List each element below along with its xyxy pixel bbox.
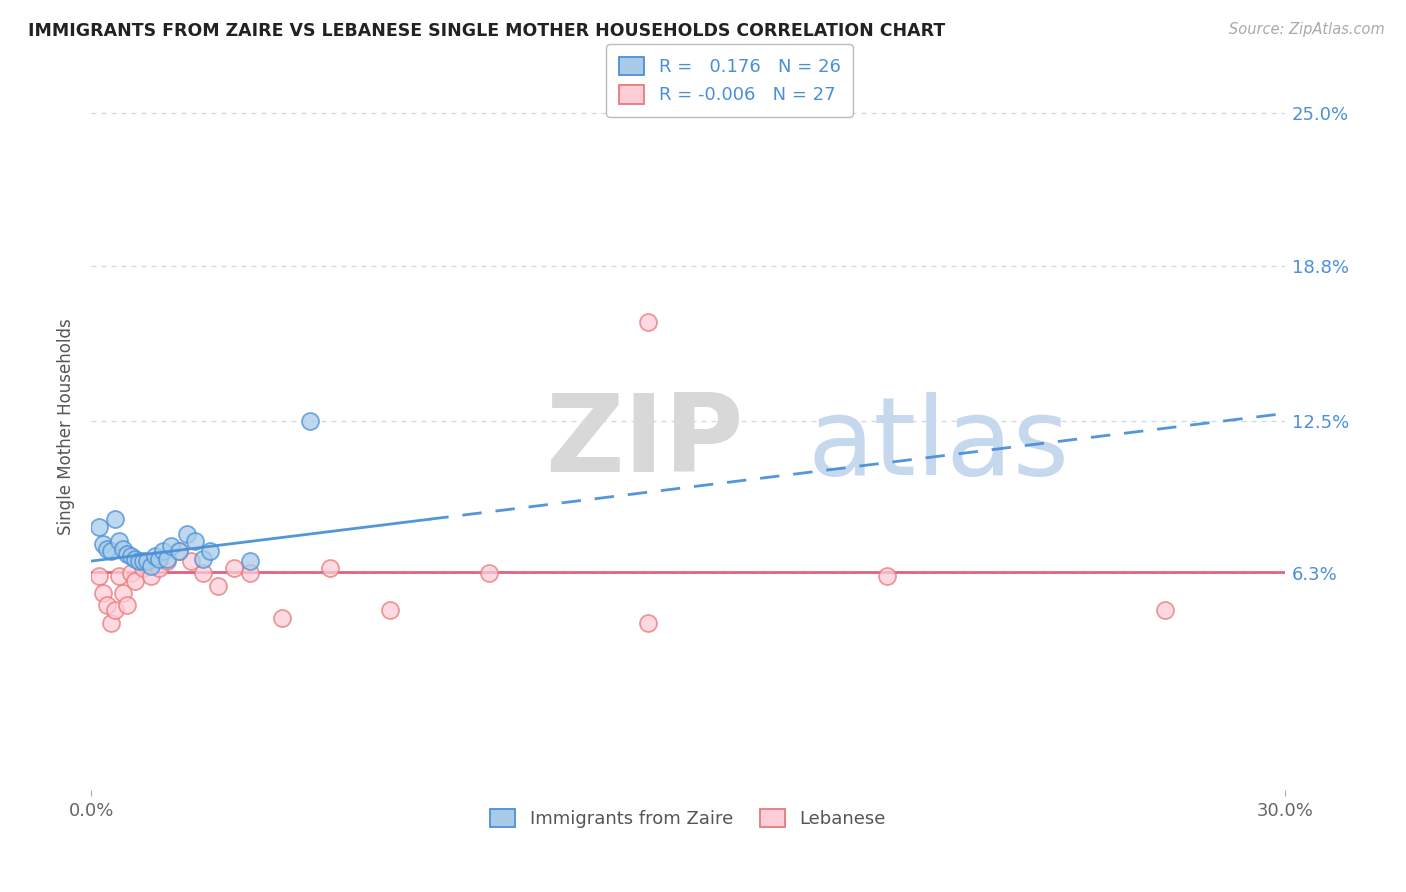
Point: [191, 566, 214, 581]
Point: [239, 566, 262, 581]
Text: Source: ZipAtlas.com: Source: ZipAtlas.com: [1229, 22, 1385, 37]
Point: [91, 586, 114, 600]
Point: [148, 551, 170, 566]
Point: [132, 561, 155, 575]
Point: [87, 569, 110, 583]
Point: [124, 551, 146, 566]
Point: [111, 541, 134, 556]
Point: [91, 537, 114, 551]
Point: [319, 561, 342, 575]
Point: [156, 551, 179, 566]
Point: [100, 544, 122, 558]
Point: [298, 414, 321, 428]
Point: [176, 527, 198, 541]
Point: [111, 586, 134, 600]
Point: [120, 549, 142, 564]
Point: [132, 554, 155, 568]
Point: [637, 615, 659, 630]
Point: [1154, 603, 1177, 617]
Point: [100, 615, 122, 630]
Point: [148, 561, 170, 575]
Point: [139, 569, 162, 583]
Point: [200, 544, 222, 558]
Text: ZIP: ZIP: [544, 389, 744, 494]
Point: [239, 554, 262, 568]
Point: [139, 559, 162, 574]
Point: [104, 512, 127, 526]
Point: [167, 544, 190, 558]
Point: [124, 574, 146, 588]
Point: [152, 544, 174, 558]
Text: atlas: atlas: [807, 392, 1069, 498]
Point: [108, 534, 131, 549]
Point: [115, 547, 138, 561]
Point: [224, 561, 246, 575]
Point: [104, 603, 127, 617]
Point: [271, 610, 294, 624]
Point: [115, 599, 138, 613]
Point: [183, 534, 205, 549]
Point: [207, 579, 229, 593]
Point: [87, 519, 110, 533]
Point: [96, 541, 118, 556]
Point: [167, 544, 190, 558]
Point: [143, 549, 166, 564]
Point: [128, 554, 150, 568]
Point: [159, 539, 181, 553]
Text: IMMIGRANTS FROM ZAIRE VS LEBANESE SINGLE MOTHER HOUSEHOLDS CORRELATION CHART: IMMIGRANTS FROM ZAIRE VS LEBANESE SINGLE…: [28, 22, 945, 40]
Point: [876, 569, 898, 583]
Point: [478, 566, 501, 581]
Point: [156, 554, 179, 568]
Point: [108, 569, 131, 583]
Point: [378, 603, 401, 617]
Point: [180, 554, 202, 568]
Y-axis label: Single Mother Households: Single Mother Households: [58, 318, 75, 535]
Point: [96, 599, 118, 613]
Point: [120, 566, 142, 581]
Point: [637, 315, 659, 329]
Legend: Immigrants from Zaire, Lebanese: Immigrants from Zaire, Lebanese: [482, 802, 893, 835]
Point: [135, 554, 157, 568]
Point: [191, 551, 214, 566]
